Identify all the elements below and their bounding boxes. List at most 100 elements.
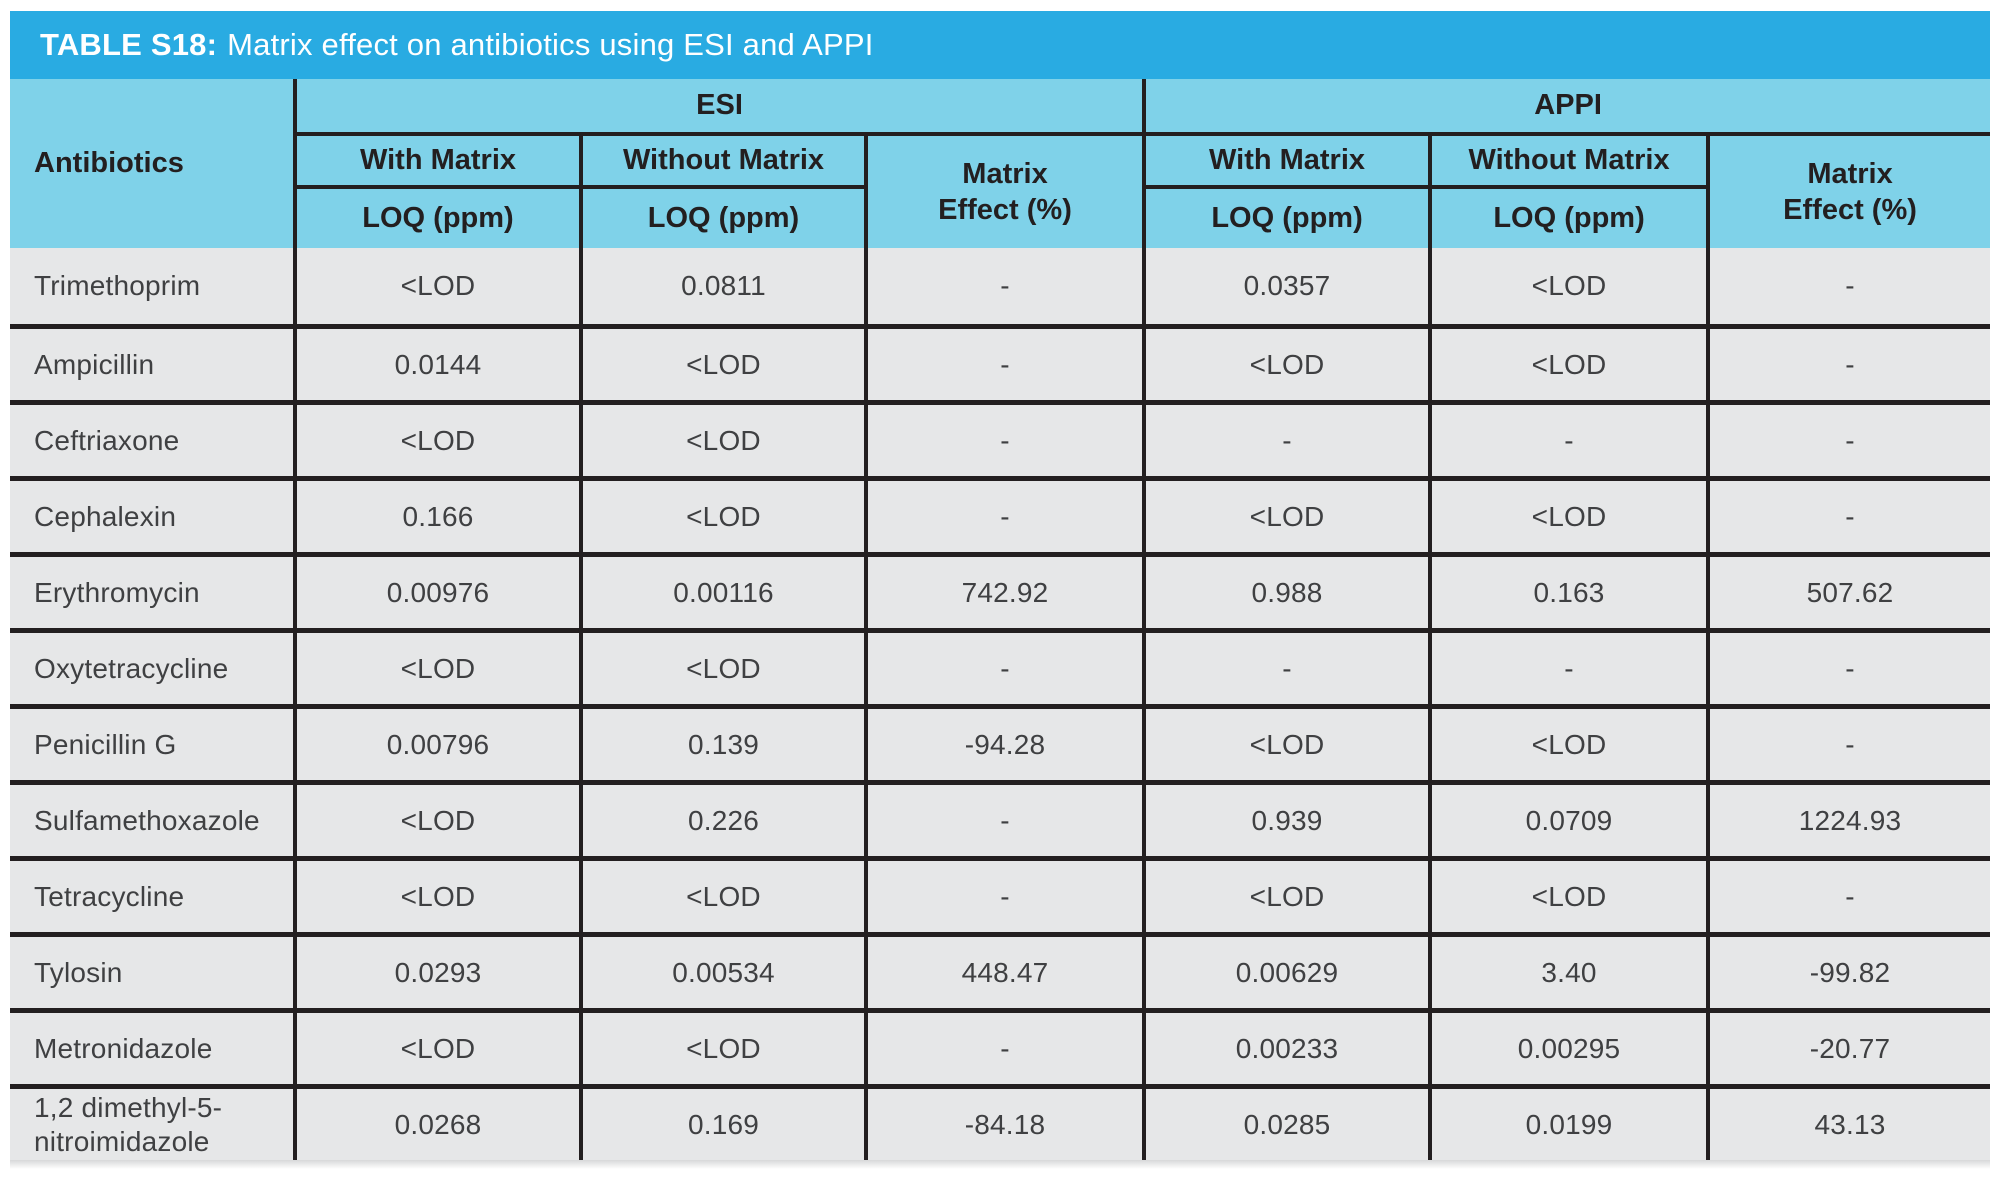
table-row: Trimethoprim <LOD 0.0811 - 0.0357 <LOD - (10, 248, 1991, 324)
cell-esi-matrix-effect: 742.92 (868, 552, 1147, 628)
table-row: Oxytetracycline <LOD <LOD - - - - (10, 628, 1991, 704)
table-row: Ampicillin 0.0144 <LOD - <LOD <LOD - (10, 324, 1991, 400)
cell-esi-without-loq: <LOD (583, 856, 868, 932)
subheader-appi-with-loq: LOQ (ppm) (1146, 189, 1433, 248)
cell-esi-with-loq: <LOD (297, 628, 583, 704)
cell-esi-without-loq: 0.00116 (583, 552, 868, 628)
antibiotic-name: Tetracycline (10, 856, 297, 932)
cell-appi-matrix-effect: - (1710, 856, 1991, 932)
cell-esi-without-loq: 0.0811 (583, 248, 868, 324)
table-row: Sulfamethoxazole <LOD 0.226 - 0.939 0.07… (10, 780, 1991, 856)
cell-esi-with-loq: 0.00976 (297, 552, 583, 628)
cell-esi-with-loq: 0.0144 (297, 324, 583, 400)
cell-esi-matrix-effect: - (868, 400, 1147, 476)
table-row: 1,2 dimethyl-5- nitroimidazole 0.0268 0.… (10, 1084, 1991, 1160)
subheader-appi-with-matrix: With Matrix (1146, 136, 1433, 189)
cell-appi-with-loq: <LOD (1146, 324, 1433, 400)
subheader-esi-with-matrix: With Matrix (297, 136, 583, 189)
cell-appi-matrix-effect: 43.13 (1710, 1084, 1991, 1160)
cell-appi-matrix-effect: -99.82 (1710, 932, 1991, 1008)
cell-esi-with-loq: <LOD (297, 400, 583, 476)
cell-esi-without-loq: <LOD (583, 1008, 868, 1084)
cell-esi-with-loq: <LOD (297, 780, 583, 856)
cell-appi-with-loq: - (1146, 628, 1433, 704)
cell-appi-without-loq: 0.0709 (1432, 780, 1711, 856)
cell-esi-matrix-effect: - (868, 476, 1147, 552)
cell-esi-without-loq: <LOD (583, 628, 868, 704)
subheader-esi-without-matrix: Without Matrix (583, 136, 868, 189)
subheader-appi-without-loq: LOQ (ppm) (1432, 189, 1711, 248)
antibiotic-name: Oxytetracycline (10, 628, 297, 704)
antibiotic-name: Tylosin (10, 932, 297, 1008)
cell-appi-with-loq: 0.988 (1146, 552, 1433, 628)
cell-appi-without-loq: 3.40 (1432, 932, 1711, 1008)
cell-esi-without-loq: <LOD (583, 400, 868, 476)
cell-appi-without-loq: 0.163 (1432, 552, 1711, 628)
subheader-esi-without-loq: LOQ (ppm) (583, 189, 868, 248)
cell-appi-with-loq: 0.939 (1146, 780, 1433, 856)
cell-esi-without-loq: <LOD (583, 476, 868, 552)
cell-esi-with-loq: <LOD (297, 248, 583, 324)
antibiotic-name: Ceftriaxone (10, 400, 297, 476)
cell-appi-matrix-effect: -20.77 (1710, 1008, 1991, 1084)
cell-appi-without-loq: <LOD (1432, 704, 1711, 780)
table-card: TABLE S18: Matrix effect on antibiotics … (10, 11, 1991, 1169)
antibiotic-name: 1,2 dimethyl-5- nitroimidazole (10, 1084, 297, 1160)
cell-esi-without-loq: 0.00534 (583, 932, 868, 1008)
table-title-text: Matrix effect on antibiotics using ESI a… (227, 27, 874, 62)
cell-appi-with-loq: - (1146, 400, 1433, 476)
cell-esi-matrix-effect: - (868, 1008, 1147, 1084)
cell-appi-without-loq: 0.0199 (1432, 1084, 1711, 1160)
matrix-effect-table: Antibiotics ESI APPI With Matrix Without… (10, 79, 1991, 1160)
cell-appi-with-loq: <LOD (1146, 856, 1433, 932)
table-row: Erythromycin 0.00976 0.00116 742.92 0.98… (10, 552, 1991, 628)
cell-appi-with-loq: 0.0285 (1146, 1084, 1433, 1160)
antibiotic-name: Penicillin G (10, 704, 297, 780)
cell-esi-with-loq: 0.0268 (297, 1084, 583, 1160)
subheader-esi-with-loq: LOQ (ppm) (297, 189, 583, 248)
group-header-appi: APPI (1146, 79, 1991, 136)
cell-esi-with-loq: <LOD (297, 1008, 583, 1084)
group-header-esi: ESI (297, 79, 1147, 136)
cell-appi-matrix-effect: - (1710, 476, 1991, 552)
cell-esi-matrix-effect: - (868, 780, 1147, 856)
cell-appi-matrix-effect: - (1710, 324, 1991, 400)
cell-appi-matrix-effect: - (1710, 400, 1991, 476)
cell-esi-matrix-effect: - (868, 628, 1147, 704)
cell-esi-with-loq: 0.0293 (297, 932, 583, 1008)
antibiotic-name: Trimethoprim (10, 248, 297, 324)
cell-esi-matrix-effect: - (868, 856, 1147, 932)
cell-esi-matrix-effect: 448.47 (868, 932, 1147, 1008)
table-row: Tetracycline <LOD <LOD - <LOD <LOD - (10, 856, 1991, 932)
cell-esi-with-loq: 0.00796 (297, 704, 583, 780)
table-row: Penicillin G 0.00796 0.139 -94.28 <LOD <… (10, 704, 1991, 780)
table-title-prefix: TABLE S18: (40, 27, 218, 62)
cell-esi-matrix-effect: - (868, 324, 1147, 400)
cell-appi-with-loq: 0.00233 (1146, 1008, 1433, 1084)
cell-appi-with-loq: 0.0357 (1146, 248, 1433, 324)
cell-appi-without-loq: <LOD (1432, 248, 1711, 324)
cell-appi-without-loq: <LOD (1432, 856, 1711, 932)
cell-esi-without-loq: 0.169 (583, 1084, 868, 1160)
cell-esi-matrix-effect: -94.28 (868, 704, 1147, 780)
cell-appi-without-loq: - (1432, 628, 1711, 704)
cell-esi-without-loq: 0.139 (583, 704, 868, 780)
cell-appi-with-loq: <LOD (1146, 476, 1433, 552)
cell-esi-matrix-effect: -84.18 (868, 1084, 1147, 1160)
column-header-antibiotics: Antibiotics (10, 79, 297, 248)
cell-appi-matrix-effect: - (1710, 704, 1991, 780)
cell-esi-with-loq: <LOD (297, 856, 583, 932)
table-row: Metronidazole <LOD <LOD - 0.00233 0.0029… (10, 1008, 1991, 1084)
table-row: Cephalexin 0.166 <LOD - <LOD <LOD - (10, 476, 1991, 552)
subheader-esi-matrix-effect: Matrix Effect (%) (868, 136, 1147, 248)
antibiotic-name: Erythromycin (10, 552, 297, 628)
cell-appi-without-loq: - (1432, 400, 1711, 476)
cell-appi-matrix-effect: 1224.93 (1710, 780, 1991, 856)
cell-esi-without-loq: <LOD (583, 324, 868, 400)
cell-appi-matrix-effect: - (1710, 248, 1991, 324)
cell-appi-with-loq: <LOD (1146, 704, 1433, 780)
subheader-appi-matrix-effect: Matrix Effect (%) (1710, 136, 1991, 248)
cell-esi-with-loq: 0.166 (297, 476, 583, 552)
antibiotic-name: Sulfamethoxazole (10, 780, 297, 856)
subheader-appi-without-matrix: Without Matrix (1432, 136, 1711, 189)
